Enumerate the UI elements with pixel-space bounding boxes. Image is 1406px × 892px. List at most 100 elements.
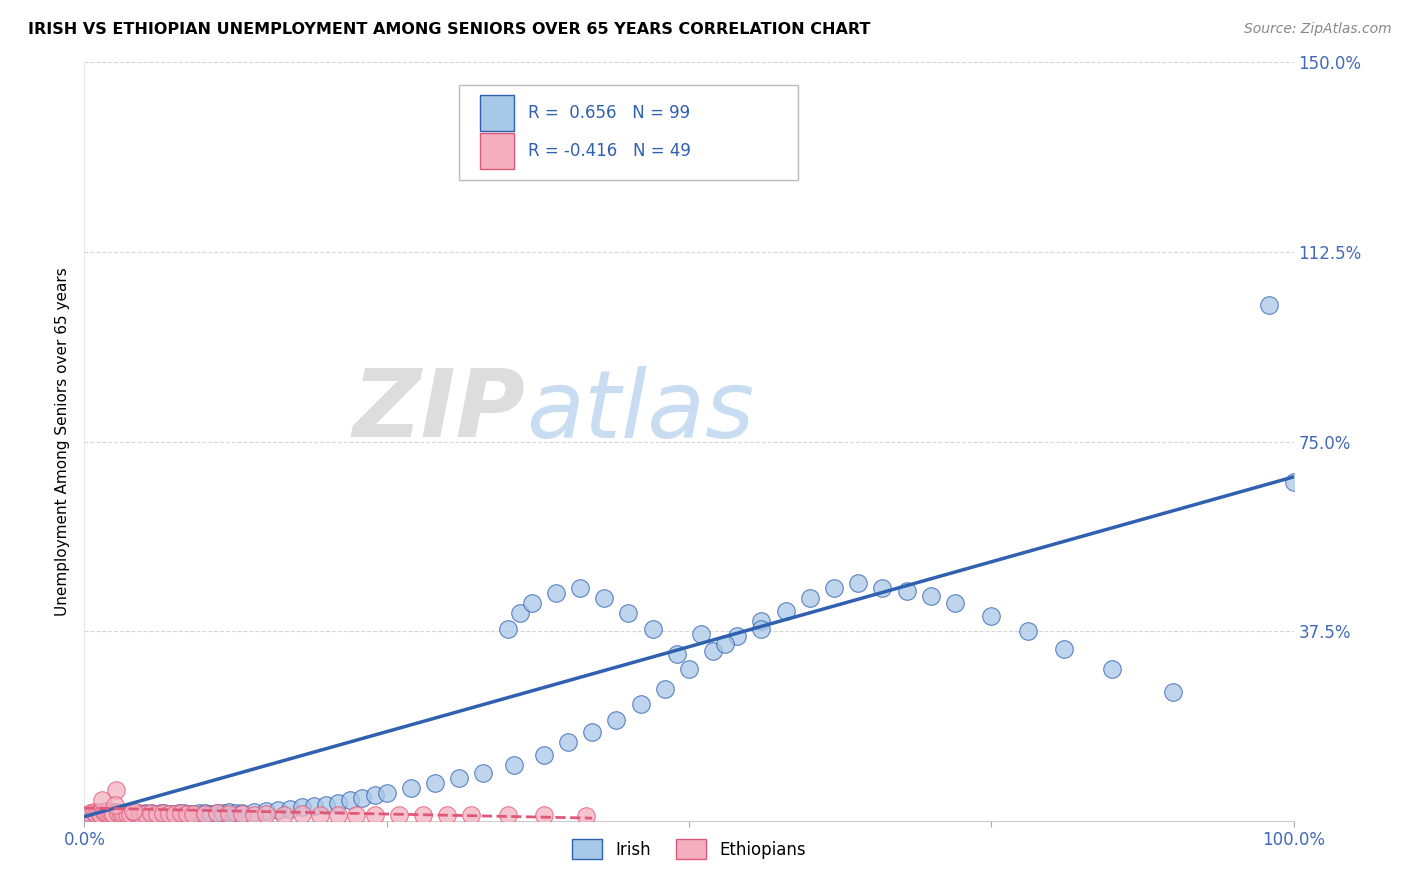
Point (94, 806, 117, 821)
Point (173, 805, 195, 820)
Point (200, 806, 222, 821)
Point (363, 789, 385, 803)
Point (86, 806, 108, 821)
Point (107, 806, 129, 821)
Point (139, 805, 162, 820)
Point (1161, 685, 1184, 699)
Point (136, 807, 159, 822)
Point (152, 805, 174, 820)
Point (254, 807, 277, 822)
Point (127, 805, 149, 820)
Point (146, 807, 169, 822)
Point (90, 807, 112, 822)
Point (775, 604, 797, 618)
Point (617, 607, 640, 621)
Point (79, 806, 101, 821)
Point (388, 807, 411, 822)
Point (605, 713, 627, 727)
FancyBboxPatch shape (460, 85, 797, 180)
Point (872, 581, 894, 595)
Point (218, 805, 240, 819)
Point (980, 608, 1002, 623)
Point (143, 806, 166, 821)
Point (188, 806, 211, 821)
Point (375, 786, 398, 800)
Point (496, 622, 519, 636)
Point (139, 806, 162, 821)
Point (117, 805, 139, 820)
Point (1053, 641, 1076, 656)
Point (212, 805, 235, 820)
Point (163, 807, 186, 822)
Point (176, 807, 198, 822)
Point (751, 614, 773, 628)
Point (544, 586, 567, 600)
Point (823, 581, 845, 595)
Point (799, 591, 821, 606)
Point (93, 805, 115, 819)
Point (120, 807, 142, 822)
Point (352, 791, 374, 805)
Point (121, 806, 143, 821)
Point (194, 807, 217, 822)
Point (725, 629, 748, 643)
Point (103, 806, 125, 821)
Point (231, 806, 253, 821)
Point (194, 805, 217, 820)
Point (131, 807, 153, 822)
Y-axis label: Unemployment Among Seniors over 65 years: Unemployment Among Seniors over 65 years (55, 268, 70, 615)
Point (242, 807, 264, 822)
Point (87, 805, 110, 820)
Point (520, 596, 543, 610)
Point (124, 807, 146, 822)
Point (110, 807, 132, 822)
Point (97, 807, 120, 822)
Point (496, 808, 519, 822)
Point (641, 622, 664, 636)
Point (436, 807, 458, 822)
Point (103, 807, 125, 822)
Point (557, 735, 579, 749)
Point (678, 662, 700, 676)
Point (97, 806, 120, 821)
Point (89, 806, 111, 821)
Point (630, 698, 652, 712)
Point (665, 647, 688, 661)
Point (129, 806, 152, 821)
Point (157, 806, 180, 821)
Point (273, 807, 295, 822)
Text: R =  0.656   N = 99: R = 0.656 N = 99 (529, 104, 690, 122)
Point (79, 808, 101, 822)
Point (225, 806, 247, 821)
Point (254, 804, 277, 818)
Point (87, 805, 110, 819)
Point (575, 808, 598, 822)
Text: ZIP: ZIP (353, 365, 526, 458)
Point (134, 807, 156, 822)
Point (86, 807, 108, 822)
Point (1017, 624, 1039, 639)
Point (569, 581, 592, 595)
Point (581, 725, 603, 739)
Point (751, 622, 773, 636)
Point (207, 806, 229, 821)
Point (124, 805, 146, 820)
Point (120, 806, 142, 821)
Point (509, 607, 531, 621)
Point (291, 800, 314, 814)
Point (83, 805, 105, 819)
Point (399, 780, 422, 795)
Point (93, 807, 115, 822)
Point (690, 626, 713, 640)
Point (170, 806, 193, 821)
Point (115, 806, 138, 821)
Point (181, 806, 204, 821)
Point (104, 798, 127, 813)
Point (291, 807, 314, 822)
Point (112, 806, 135, 821)
Point (423, 776, 446, 790)
FancyBboxPatch shape (479, 133, 513, 169)
Point (328, 796, 350, 810)
Point (242, 805, 264, 819)
Point (339, 793, 361, 807)
